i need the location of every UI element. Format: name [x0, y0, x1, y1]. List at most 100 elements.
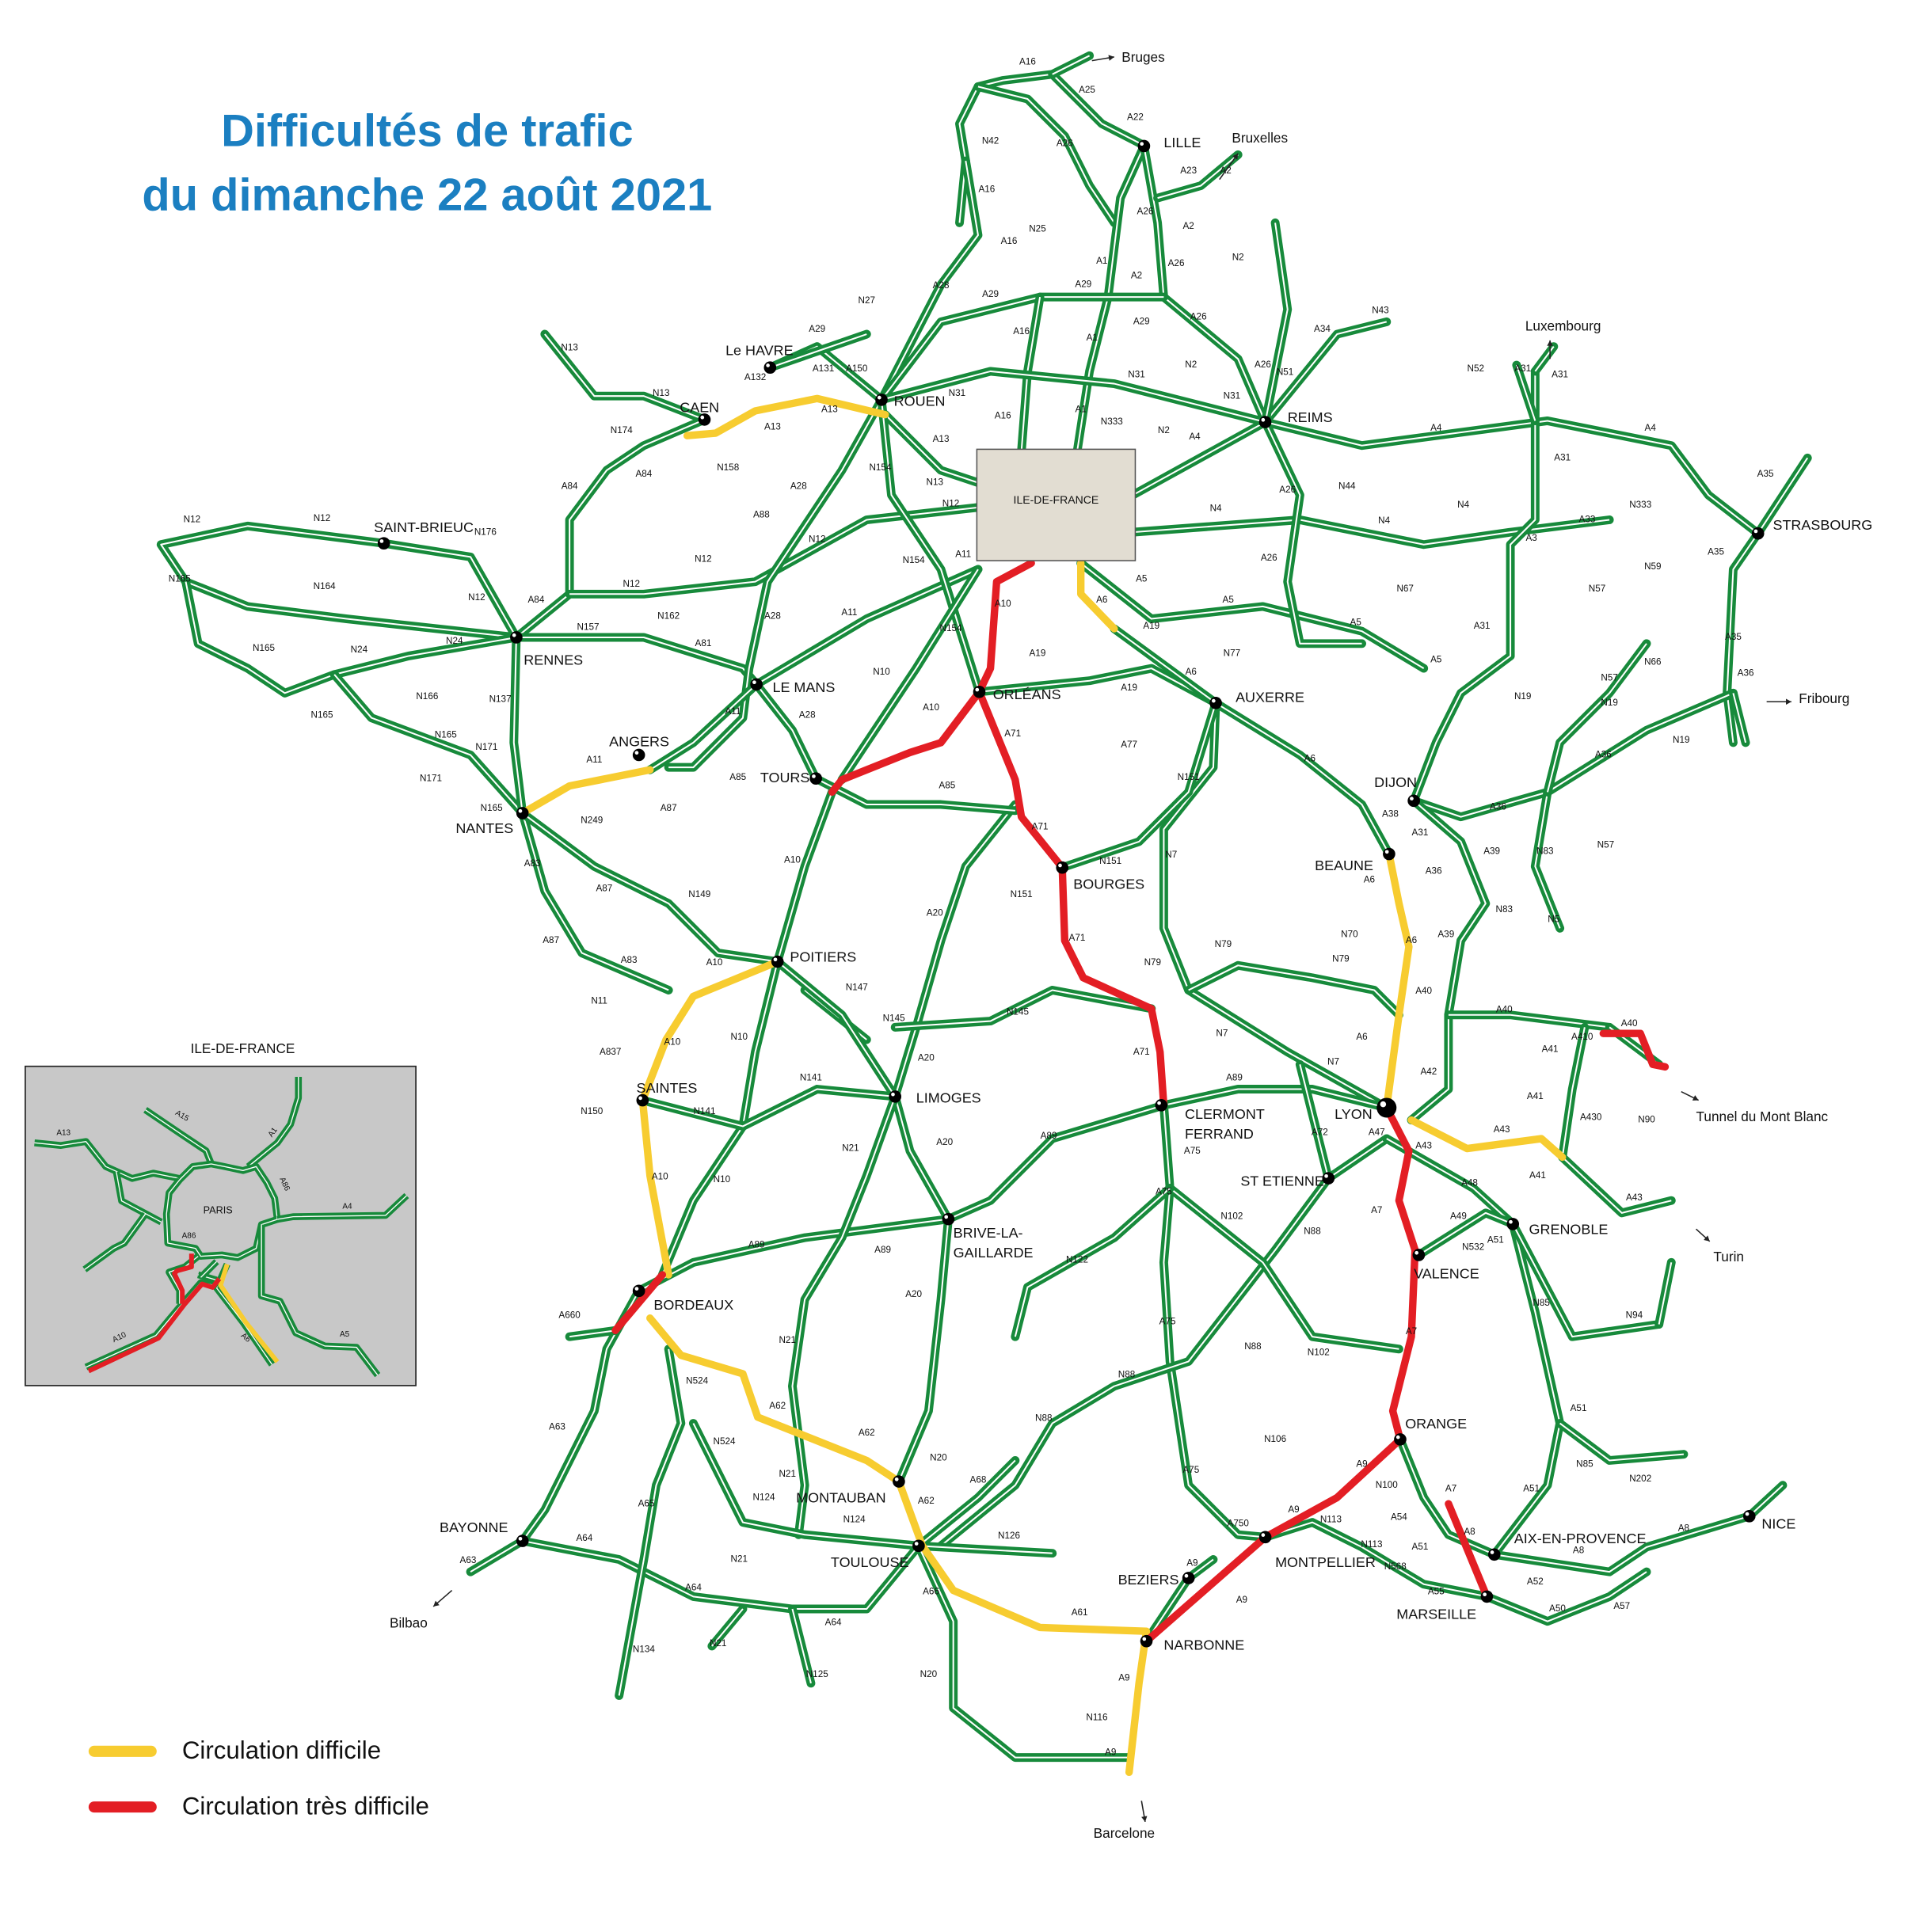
road-centerline — [649, 683, 757, 771]
city[interactable]: SAINT-BRIEUC — [374, 519, 474, 550]
city-name: FERRAND — [1185, 1126, 1254, 1142]
road-label: A8 — [1573, 1546, 1585, 1556]
city[interactable]: AIX-EN-PROVENCE — [1487, 1531, 1647, 1561]
road-label: A35 — [1757, 469, 1774, 479]
city[interactable]: LIMOGES — [889, 1090, 981, 1106]
road-centerline — [522, 1540, 920, 1611]
road-label: A47 — [1369, 1127, 1385, 1137]
city[interactable]: NICE — [1742, 1509, 1795, 1531]
city[interactable]: DIJON — [1374, 774, 1420, 808]
inset-road-very-difficult-traffic — [172, 1253, 194, 1304]
road-label: N79 — [1332, 954, 1350, 964]
city[interactable]: POITIERS — [771, 949, 856, 968]
road-centerline — [1561, 1027, 1586, 1158]
city-marker-highlight — [894, 1477, 899, 1481]
city-name: AUXERRE — [1236, 689, 1304, 705]
road-label: A1 — [1076, 405, 1087, 415]
city[interactable]: BRIVE-LA- GAILLARDE — [942, 1212, 1034, 1261]
city[interactable]: Le HAVRE — [725, 343, 794, 375]
road-label: N145 — [1007, 1007, 1029, 1017]
road-label: A51 — [1487, 1234, 1504, 1245]
city[interactable]: LE MANS — [750, 678, 835, 695]
city[interactable]: BAYONNE — [440, 1519, 529, 1547]
ile-de-france-box[interactable]: ILE-DE-FRANCE — [976, 448, 1137, 561]
city-name: SAINT-BRIEUC — [374, 519, 474, 535]
road-label: N42 — [982, 135, 999, 146]
road-label: A28 — [764, 611, 781, 622]
road-label: A41 — [1529, 1170, 1546, 1181]
city[interactable]: ST ETIENNE — [1240, 1172, 1335, 1188]
road-label: N79 — [1215, 939, 1232, 949]
city[interactable]: LYON — [1335, 1097, 1397, 1122]
city-marker-highlight — [944, 1215, 949, 1219]
city[interactable]: ROUEN — [875, 394, 946, 409]
road-label: A40 — [1415, 986, 1432, 996]
road-label: N24 — [351, 645, 368, 655]
city[interactable]: CLERMONT FERRAND — [1155, 1099, 1265, 1142]
city-name: SAINTES — [637, 1080, 698, 1096]
road-label: A28 — [933, 280, 950, 291]
city-name: STRASBOURG — [1772, 517, 1872, 533]
road-label: A34 — [1314, 324, 1331, 334]
road-centerline — [1515, 364, 1536, 421]
road-label: A31 — [1552, 370, 1568, 380]
road-label: N102 — [1308, 1348, 1330, 1358]
city-marker — [1407, 794, 1420, 808]
destination: Fribourg — [1766, 690, 1849, 706]
city[interactable]: LILLE — [1137, 135, 1201, 153]
road-label: A7 — [1406, 1326, 1417, 1337]
city[interactable]: ORANGE — [1394, 1416, 1467, 1446]
city-name: ORANGE — [1405, 1416, 1467, 1432]
city-name: DIJON — [1374, 774, 1417, 790]
city-name: LYON — [1335, 1106, 1373, 1122]
city-marker — [510, 631, 523, 644]
destination-name: Bruges — [1121, 49, 1164, 65]
city[interactable]: REIMS — [1258, 409, 1333, 428]
city[interactable]: TOURS — [760, 770, 822, 785]
road-centerline — [881, 370, 1266, 424]
cities: LILLE ROUEN Le HAVRE CAEN REIMS STRASBOURG SAI… — [374, 135, 1872, 1653]
road-label: N141 — [800, 1073, 822, 1083]
city[interactable]: AUXERRE — [1209, 689, 1304, 709]
road-centerline — [881, 399, 980, 693]
road-label: N124 — [843, 1515, 866, 1525]
city[interactable]: VALENCE — [1412, 1249, 1479, 1282]
road-label: A43 — [1494, 1124, 1510, 1135]
city[interactable]: SAINTES — [636, 1080, 698, 1107]
road-label: N137 — [489, 694, 512, 704]
city[interactable]: MONTPELLIER — [1258, 1531, 1376, 1570]
road-centerline — [770, 333, 867, 369]
city[interactable]: BOURGES — [1056, 861, 1144, 892]
road-label: N202 — [1629, 1474, 1651, 1484]
road-centerline — [1114, 628, 1390, 855]
city[interactable]: NARBONNE — [1140, 1634, 1245, 1653]
city-marker-highlight — [1483, 1592, 1487, 1597]
inset-title: ILE-DE-FRANCE — [191, 1040, 295, 1056]
inset-road-centerline — [261, 1224, 379, 1375]
city[interactable]: ORLÉANS — [973, 685, 1061, 702]
city[interactable]: GRENOBLE — [1506, 1218, 1608, 1237]
city[interactable]: CAEN — [680, 400, 719, 426]
road-label: A1 — [1087, 333, 1098, 343]
city[interactable]: NANTES — [455, 807, 529, 836]
city[interactable]: BEAUNE — [1315, 847, 1395, 873]
road-label: A36 — [1738, 667, 1754, 678]
destination: Tunnel du Mont Blanc — [1681, 1090, 1829, 1124]
road-label: N7 — [1327, 1056, 1339, 1067]
city[interactable]: RENNES — [510, 631, 583, 667]
destination: Bruxelles — [1219, 130, 1288, 181]
city[interactable]: BEZIERS — [1118, 1572, 1195, 1588]
city-marker — [377, 537, 390, 550]
city[interactable]: ANGERS — [609, 734, 669, 762]
road-label: N2 — [1185, 359, 1197, 370]
city-marker — [1742, 1509, 1756, 1523]
city[interactable]: MONTAUBAN — [796, 1475, 905, 1506]
road-label: N158 — [717, 462, 739, 473]
city[interactable]: TOULOUSE — [831, 1539, 925, 1570]
city[interactable]: STRASBOURG — [1751, 517, 1872, 540]
road-label: A84 — [562, 481, 578, 491]
city[interactable]: MARSEILLE — [1396, 1590, 1494, 1622]
city[interactable]: BORDEAUX — [632, 1284, 733, 1313]
road-centerline — [512, 637, 524, 814]
